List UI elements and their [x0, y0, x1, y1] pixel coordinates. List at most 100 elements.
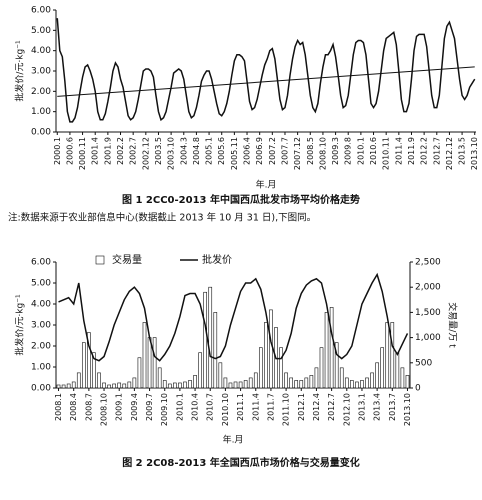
- bar: [365, 377, 369, 389]
- x-tick-label: 2011.9: [407, 137, 416, 165]
- y-tick-label: 6.00: [31, 258, 51, 268]
- x-tick-label: 2001.9: [103, 137, 112, 165]
- bar: [284, 372, 288, 389]
- x-tick-label: 2011.4: [251, 393, 260, 421]
- bar: [395, 352, 400, 389]
- bar: [147, 337, 152, 389]
- x-axis-label: 年.月: [223, 434, 244, 446]
- bar: [122, 383, 127, 389]
- x-tick-label: 2002.2: [116, 137, 125, 165]
- x-tick-label: 2012.12: [445, 137, 454, 170]
- bar: [132, 377, 137, 389]
- figure-caption: 图 1 2CC0-2013 年中国西瓜批发市场平均价格走势: [122, 193, 360, 206]
- x-tick-label: 2005.1: [205, 137, 214, 165]
- price-line: [56, 18, 476, 123]
- x-tick-label: 2001.4: [91, 137, 100, 165]
- x-tick-label: 2008.7: [84, 393, 93, 421]
- bar: [183, 381, 187, 389]
- bar: [76, 372, 81, 389]
- y-tick-label: 1.00: [31, 107, 51, 117]
- x-tick-label: 2011.1: [236, 393, 245, 421]
- y-tick-label: 6.00: [31, 6, 51, 16]
- y2-tick-label: 2,500: [415, 258, 441, 268]
- x-tick-label: 2004.8: [192, 137, 201, 165]
- bar: [223, 377, 228, 389]
- x-tick-label: 2009.4: [130, 393, 139, 421]
- y-tick-label: 5.00: [31, 26, 51, 36]
- bar: [269, 309, 273, 389]
- bar: [264, 322, 268, 389]
- bar: [173, 382, 177, 389]
- x-tick-label: 2010.10: [221, 393, 230, 426]
- x-tick-label: 2009.3: [331, 137, 340, 165]
- y-tick-label: 5.00: [31, 279, 51, 289]
- bar: [66, 383, 71, 389]
- x-tick-label: 2007.2: [268, 137, 277, 165]
- bar: [203, 291, 208, 389]
- bar: [162, 380, 167, 389]
- bar: [380, 347, 385, 389]
- y2-tick-label: 500: [415, 358, 432, 368]
- bar: [198, 352, 202, 389]
- x-tick-label: 2000.1: [53, 137, 62, 165]
- x-tick-label: 2013.4: [373, 393, 382, 421]
- bar: [107, 384, 111, 389]
- bar: [319, 347, 324, 389]
- bar: [233, 381, 238, 389]
- bar: [360, 380, 364, 389]
- y-axis-label: 批发价/元·kg⁻¹: [14, 294, 26, 356]
- bar: [314, 367, 319, 389]
- x-tick-label: 2010.6: [369, 137, 378, 165]
- x-tick-label: 2013.7: [388, 393, 397, 421]
- y2-axis-label: 交易量/万 t: [447, 302, 459, 348]
- bar: [167, 383, 172, 389]
- bar: [127, 381, 132, 389]
- x-tick-label: 2013.10: [403, 393, 412, 426]
- bar: [289, 377, 293, 389]
- x-tick-label: 2012.4: [312, 393, 321, 421]
- bar: [208, 286, 213, 389]
- x-tick-label: 2007.12: [293, 137, 302, 170]
- y-tick-label: 3.00: [31, 321, 51, 331]
- bar: [405, 375, 410, 389]
- bar: [112, 383, 116, 389]
- x-tick-label: 2008.1: [54, 393, 63, 421]
- bar: [188, 380, 192, 389]
- x-tick-label: 2010.4: [191, 393, 200, 421]
- x-tick-label: 2005.6: [217, 137, 226, 165]
- x-tick-label: 2008.5: [306, 137, 315, 165]
- x-tick-label: 2013.5: [458, 137, 467, 165]
- price-line: [58, 272, 409, 362]
- bar: [350, 380, 354, 389]
- bar: [97, 372, 101, 389]
- x-tick-label: 2012.1: [297, 393, 306, 421]
- bar: [56, 384, 61, 389]
- x-tick-label: 2010.1: [175, 393, 184, 421]
- x-tick-label: 2011.4: [394, 137, 403, 165]
- x-tick-label: 2012.2: [420, 137, 429, 165]
- x-tick-label: 2006.4: [243, 137, 252, 165]
- x-tick-label: 2000.6: [65, 137, 74, 165]
- legend-label: 批发价: [202, 253, 232, 266]
- y-tick-label: 4.00: [31, 46, 51, 56]
- x-tick-label: 2007.7: [280, 137, 289, 165]
- bar: [61, 384, 66, 389]
- bar: [117, 382, 122, 389]
- x-tick-label: 2011.10: [282, 393, 291, 426]
- bar: [334, 342, 339, 389]
- x-tick-label: 2010.11: [382, 137, 391, 170]
- bar: [294, 380, 299, 389]
- legend-label: 交易量: [112, 253, 142, 266]
- x-tick-label: 2006.9: [255, 137, 264, 165]
- y2-tick-label: 2,000: [415, 283, 441, 293]
- bar: [142, 322, 147, 389]
- x-tick-label: 2000.11: [78, 137, 87, 170]
- x-tick-label: 2009.7: [145, 393, 154, 421]
- bar: [137, 357, 142, 389]
- bar: [87, 332, 91, 389]
- bar: [375, 362, 379, 389]
- legend-swatch: [95, 255, 105, 265]
- bar: [243, 380, 248, 389]
- x-axis-label: 年.月: [256, 179, 277, 191]
